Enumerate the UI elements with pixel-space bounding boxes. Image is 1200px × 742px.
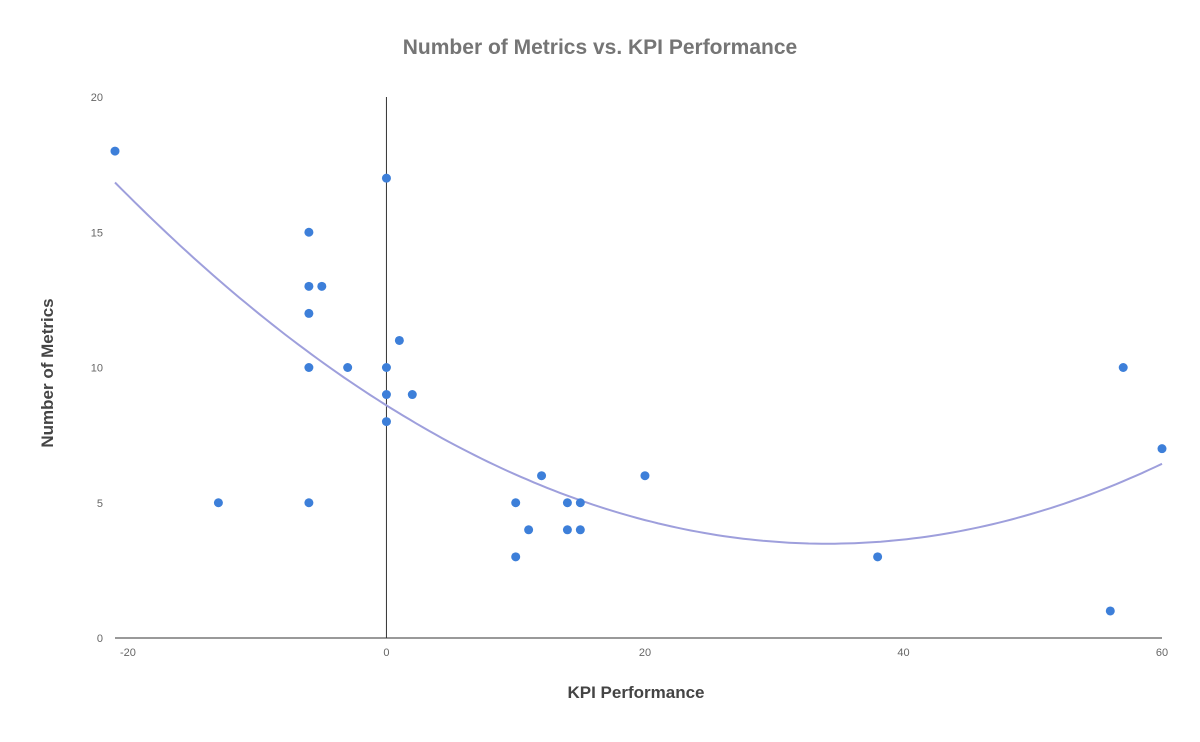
- x-tick-label: -20: [120, 647, 136, 659]
- data-point: [1105, 606, 1115, 616]
- data-point: [304, 363, 314, 372]
- x-tick-label: 0: [383, 647, 389, 659]
- x-tick-label: 20: [639, 647, 651, 659]
- data-point: [873, 552, 883, 562]
- trendline: [114, 181, 1163, 545]
- data-point: [381, 173, 391, 183]
- data-point: [381, 390, 391, 400]
- data-point: [110, 146, 120, 156]
- y-tick-label: 20: [91, 92, 103, 104]
- data-point: [1118, 363, 1128, 372]
- data-point: [304, 227, 314, 237]
- data-point: [1157, 444, 1167, 454]
- data-point: [213, 498, 223, 508]
- data-point: [407, 390, 417, 400]
- data-point: [317, 281, 327, 291]
- data-point: [381, 363, 391, 372]
- data-point: [304, 308, 314, 318]
- chart-title: Number of Metrics vs. KPI Performance: [402, 36, 798, 59]
- data-point: [511, 552, 521, 562]
- data-point: [562, 525, 572, 535]
- x-tick-label: 40: [897, 647, 909, 659]
- x-axis-title: KPI Performance: [567, 683, 705, 702]
- y-tick-label: 0: [97, 633, 103, 645]
- y-tick-label: 15: [91, 227, 103, 239]
- data-point: [524, 525, 534, 535]
- data-point: [640, 471, 650, 481]
- data-point: [575, 525, 585, 535]
- data-point: [537, 471, 547, 481]
- data-point: [511, 498, 521, 508]
- y-tick-label: 10: [91, 363, 103, 375]
- data-point: [394, 335, 404, 345]
- data-point: [343, 363, 353, 372]
- x-tick-label: 60: [1156, 647, 1168, 659]
- data-point: [562, 498, 572, 508]
- y-tick-label: 5: [97, 498, 103, 510]
- data-point: [304, 281, 314, 291]
- data-point: [381, 417, 391, 427]
- data-point: [304, 498, 314, 508]
- data-point: [575, 498, 585, 508]
